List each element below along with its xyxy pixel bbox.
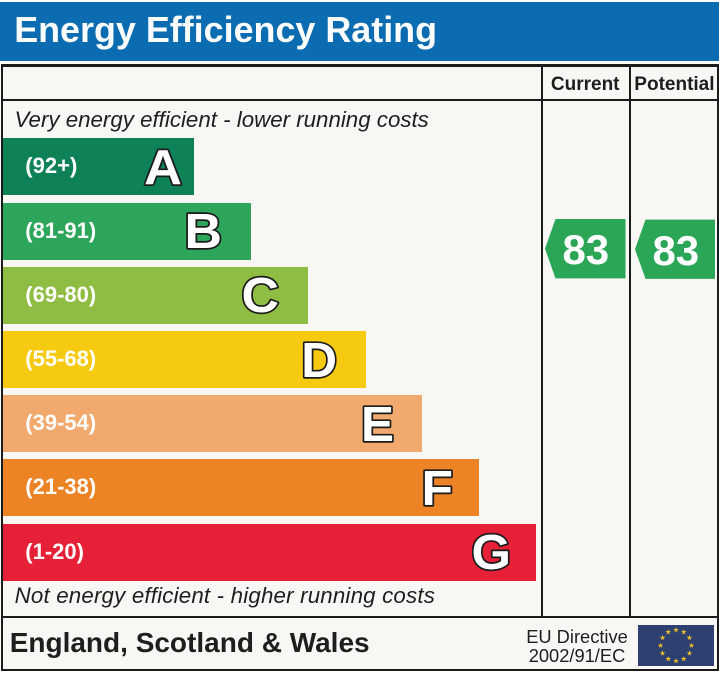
svg-text:B: B [184, 204, 222, 259]
svg-text:D: D [301, 332, 337, 387]
svg-text:A: A [144, 140, 182, 195]
svg-text:E: E [360, 397, 393, 452]
svg-text:F: F [421, 461, 453, 516]
svg-text:C: C [242, 268, 280, 323]
svg-text:G: G [471, 525, 511, 580]
svg-text:83: 83 [652, 227, 699, 274]
svg-text:83: 83 [562, 226, 609, 273]
